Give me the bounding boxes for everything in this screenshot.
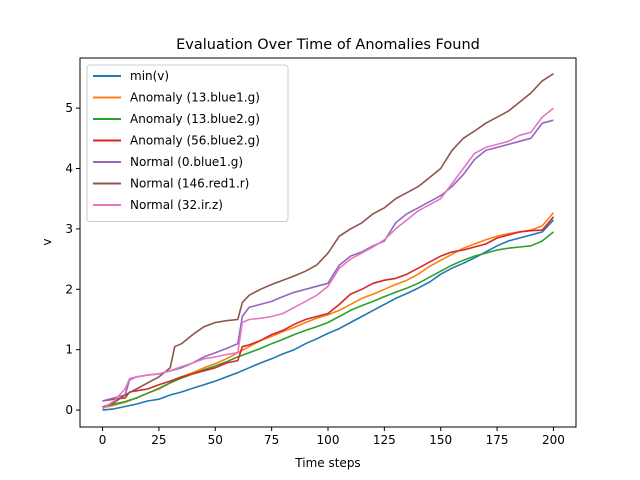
legend-label: Normal (0.blue1.g) [130,155,243,169]
x-axis: 0 25 50 75 100 125 150 175 200 [99,427,565,447]
x-tick-label: 0 [99,433,107,447]
x-tick-label: 25 [151,433,166,447]
legend-label: Normal (32.ir.z) [130,198,223,212]
x-tick-label: 100 [317,433,340,447]
x-tick-label: 175 [486,433,509,447]
legend-label: Anomaly (13.blue1.g) [130,91,260,105]
legend-label: min(v) [130,69,169,83]
series-line-6 [102,73,554,408]
x-tick-label: 200 [542,433,565,447]
y-tick-label: 0 [65,403,73,417]
x-tick-label: 125 [373,433,396,447]
y-tick-label: 1 [65,343,73,357]
series-line-7 [102,107,555,410]
chart-title: Evaluation Over Time of Anomalies Found [176,37,480,53]
legend-box [86,64,289,222]
y-tick-label: 2 [65,282,73,296]
x-tick-label: 50 [208,433,223,447]
x-tick-label: 75 [264,433,279,447]
series-line-3 [102,231,555,408]
y-axis-label: v [40,238,54,245]
x-axis-label: Time steps [294,456,360,470]
series-layer [102,73,555,411]
legend: min(v) Anomaly (13.blue1.g) Anomaly (13.bl… [86,64,289,222]
y-tick-label: 3 [65,222,73,236]
series-line-4 [102,216,555,402]
y-tick-label: 5 [65,101,73,115]
y-axis: 0 1 2 3 4 5 [65,101,80,417]
legend-label: Normal (146.red1.r) [130,177,249,191]
x-tick-label: 150 [429,433,452,447]
y-tick-label: 4 [65,162,73,176]
legend-label: Anomaly (13.blue2.g) [130,112,260,126]
legend-label: Anomaly (56.blue2.g) [130,134,260,148]
